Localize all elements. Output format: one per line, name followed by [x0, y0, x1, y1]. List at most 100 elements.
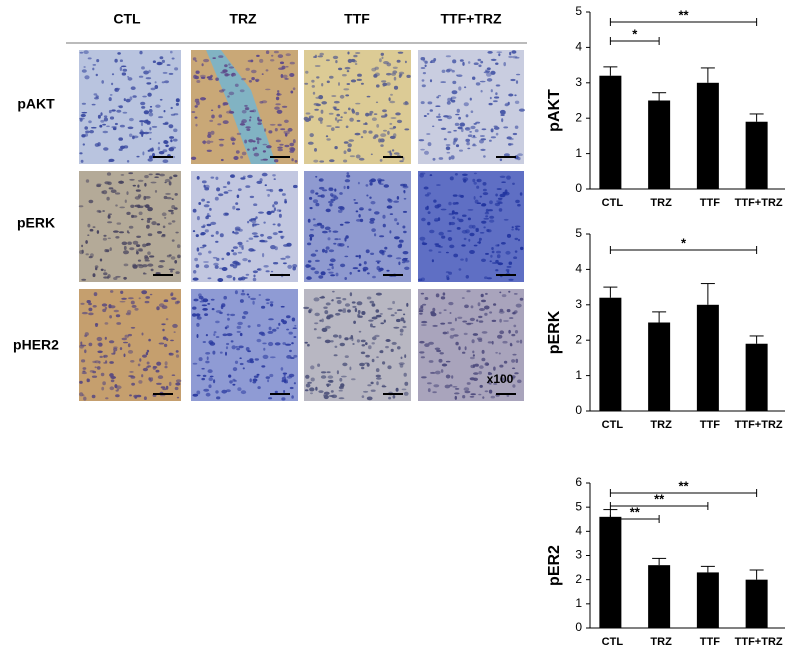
- nucleus: [239, 299, 244, 303]
- nucleus: [489, 219, 495, 223]
- nucleus: [368, 208, 372, 211]
- nucleus: [453, 253, 459, 258]
- nucleus: [346, 174, 351, 178]
- nucleus: [379, 235, 385, 238]
- nucleus: [278, 188, 283, 192]
- nucleus: [344, 221, 351, 224]
- nucleus: [421, 242, 428, 246]
- nucleus: [375, 260, 382, 263]
- nucleus: [331, 266, 334, 270]
- nucleus: [138, 211, 143, 216]
- nucleus: [379, 313, 383, 315]
- nucleus: [219, 233, 224, 238]
- nucleus: [515, 227, 518, 231]
- nucleus: [248, 139, 254, 143]
- nucleus: [81, 244, 84, 248]
- nucleus: [211, 114, 215, 119]
- nucleus: [404, 260, 410, 263]
- nucleus: [202, 374, 207, 377]
- nucleus: [432, 125, 435, 128]
- nucleus: [465, 127, 470, 130]
- nucleus: [444, 384, 451, 389]
- nucleus: [390, 93, 393, 96]
- nucleus: [85, 130, 90, 134]
- nucleus: [389, 230, 392, 234]
- nucleus: [483, 226, 486, 229]
- nucleus: [118, 137, 123, 141]
- nucleus: [251, 69, 257, 74]
- nucleus: [500, 114, 505, 116]
- nucleus: [489, 372, 493, 375]
- bar: [648, 565, 671, 628]
- nucleus: [262, 253, 265, 258]
- nucleus: [168, 209, 174, 212]
- nucleus: [267, 379, 270, 383]
- nucleus: [207, 369, 213, 374]
- nucleus: [210, 176, 215, 179]
- nucleus: [363, 390, 369, 393]
- nucleus: [399, 73, 403, 77]
- nucleus: [215, 390, 219, 394]
- nucleus: [326, 383, 329, 388]
- nucleus: [519, 192, 523, 196]
- nucleus: [369, 110, 374, 114]
- nucleus: [81, 278, 87, 281]
- nucleus: [489, 260, 492, 263]
- nucleus: [244, 139, 248, 144]
- y-tick-label: 3: [575, 75, 582, 89]
- nucleus: [214, 196, 219, 201]
- nucleus: [350, 79, 357, 83]
- nucleus: [141, 133, 144, 138]
- nucleus: [315, 386, 318, 391]
- nucleus: [209, 207, 212, 211]
- nucleus: [173, 138, 178, 142]
- nucleus: [469, 131, 472, 133]
- nucleus: [514, 237, 519, 241]
- nucleus: [157, 265, 164, 268]
- nucleus: [427, 382, 432, 385]
- nucleus: [144, 182, 147, 187]
- nucleus: [313, 328, 317, 331]
- nucleus: [144, 175, 149, 179]
- nucleus: [289, 349, 292, 353]
- nucleus: [505, 250, 511, 255]
- nucleus: [164, 140, 168, 143]
- nucleus: [449, 176, 454, 181]
- nucleus: [379, 350, 384, 354]
- nucleus: [354, 307, 358, 313]
- nucleus: [253, 203, 258, 206]
- nucleus: [266, 302, 270, 305]
- nucleus: [464, 390, 471, 394]
- nucleus: [451, 375, 454, 379]
- nucleus: [206, 223, 212, 227]
- nucleus: [324, 310, 329, 315]
- nucleus: [325, 208, 331, 213]
- nucleus: [162, 328, 165, 332]
- nucleus: [194, 60, 198, 62]
- nucleus: [292, 266, 297, 271]
- nucleus: [92, 64, 97, 66]
- nucleus: [215, 310, 222, 313]
- nucleus: [518, 108, 525, 112]
- nucleus: [252, 140, 256, 143]
- micrograph: [304, 171, 411, 282]
- nucleus: [345, 125, 349, 129]
- nucleus: [159, 173, 166, 177]
- nucleus: [420, 67, 426, 69]
- nucleus: [369, 220, 375, 224]
- nucleus: [491, 319, 497, 322]
- nucleus: [491, 340, 494, 345]
- nucleus: [344, 179, 351, 183]
- micrograph: [418, 171, 524, 282]
- nucleus: [219, 143, 224, 147]
- nucleus: [192, 313, 197, 317]
- nucleus: [149, 155, 154, 159]
- nucleus: [423, 115, 427, 117]
- nucleus: [81, 371, 88, 375]
- nucleus: [514, 330, 519, 334]
- nucleus: [370, 201, 376, 205]
- nucleus: [196, 247, 200, 252]
- column-label: CTL: [113, 11, 141, 27]
- nucleus: [277, 148, 284, 152]
- nucleus: [378, 268, 382, 273]
